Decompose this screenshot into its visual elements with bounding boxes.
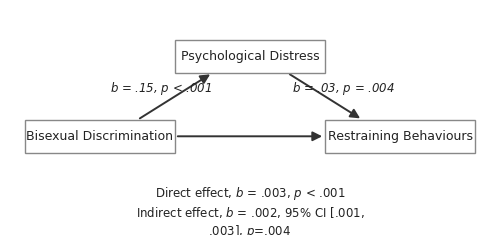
- Text: Restraining Behaviours: Restraining Behaviours: [328, 130, 472, 143]
- Text: $b$ = .15, $p$ < .001: $b$ = .15, $p$ < .001: [110, 80, 212, 97]
- Text: Indirect effect, $b$ = .002, 95% CI [.001,: Indirect effect, $b$ = .002, 95% CI [.00…: [136, 205, 364, 220]
- FancyBboxPatch shape: [25, 120, 175, 153]
- FancyBboxPatch shape: [325, 120, 475, 153]
- Text: Bisexual Discrimination: Bisexual Discrimination: [26, 130, 174, 143]
- Text: Psychological Distress: Psychological Distress: [180, 50, 320, 63]
- FancyBboxPatch shape: [175, 40, 325, 73]
- Text: $b$ = .03, $p$ = .004: $b$ = .03, $p$ = .004: [292, 80, 395, 97]
- Text: Direct effect, $b$ = .003, $p$ < .001: Direct effect, $b$ = .003, $p$ < .001: [154, 185, 346, 202]
- Text: .003], $p$=.004: .003], $p$=.004: [208, 223, 292, 235]
